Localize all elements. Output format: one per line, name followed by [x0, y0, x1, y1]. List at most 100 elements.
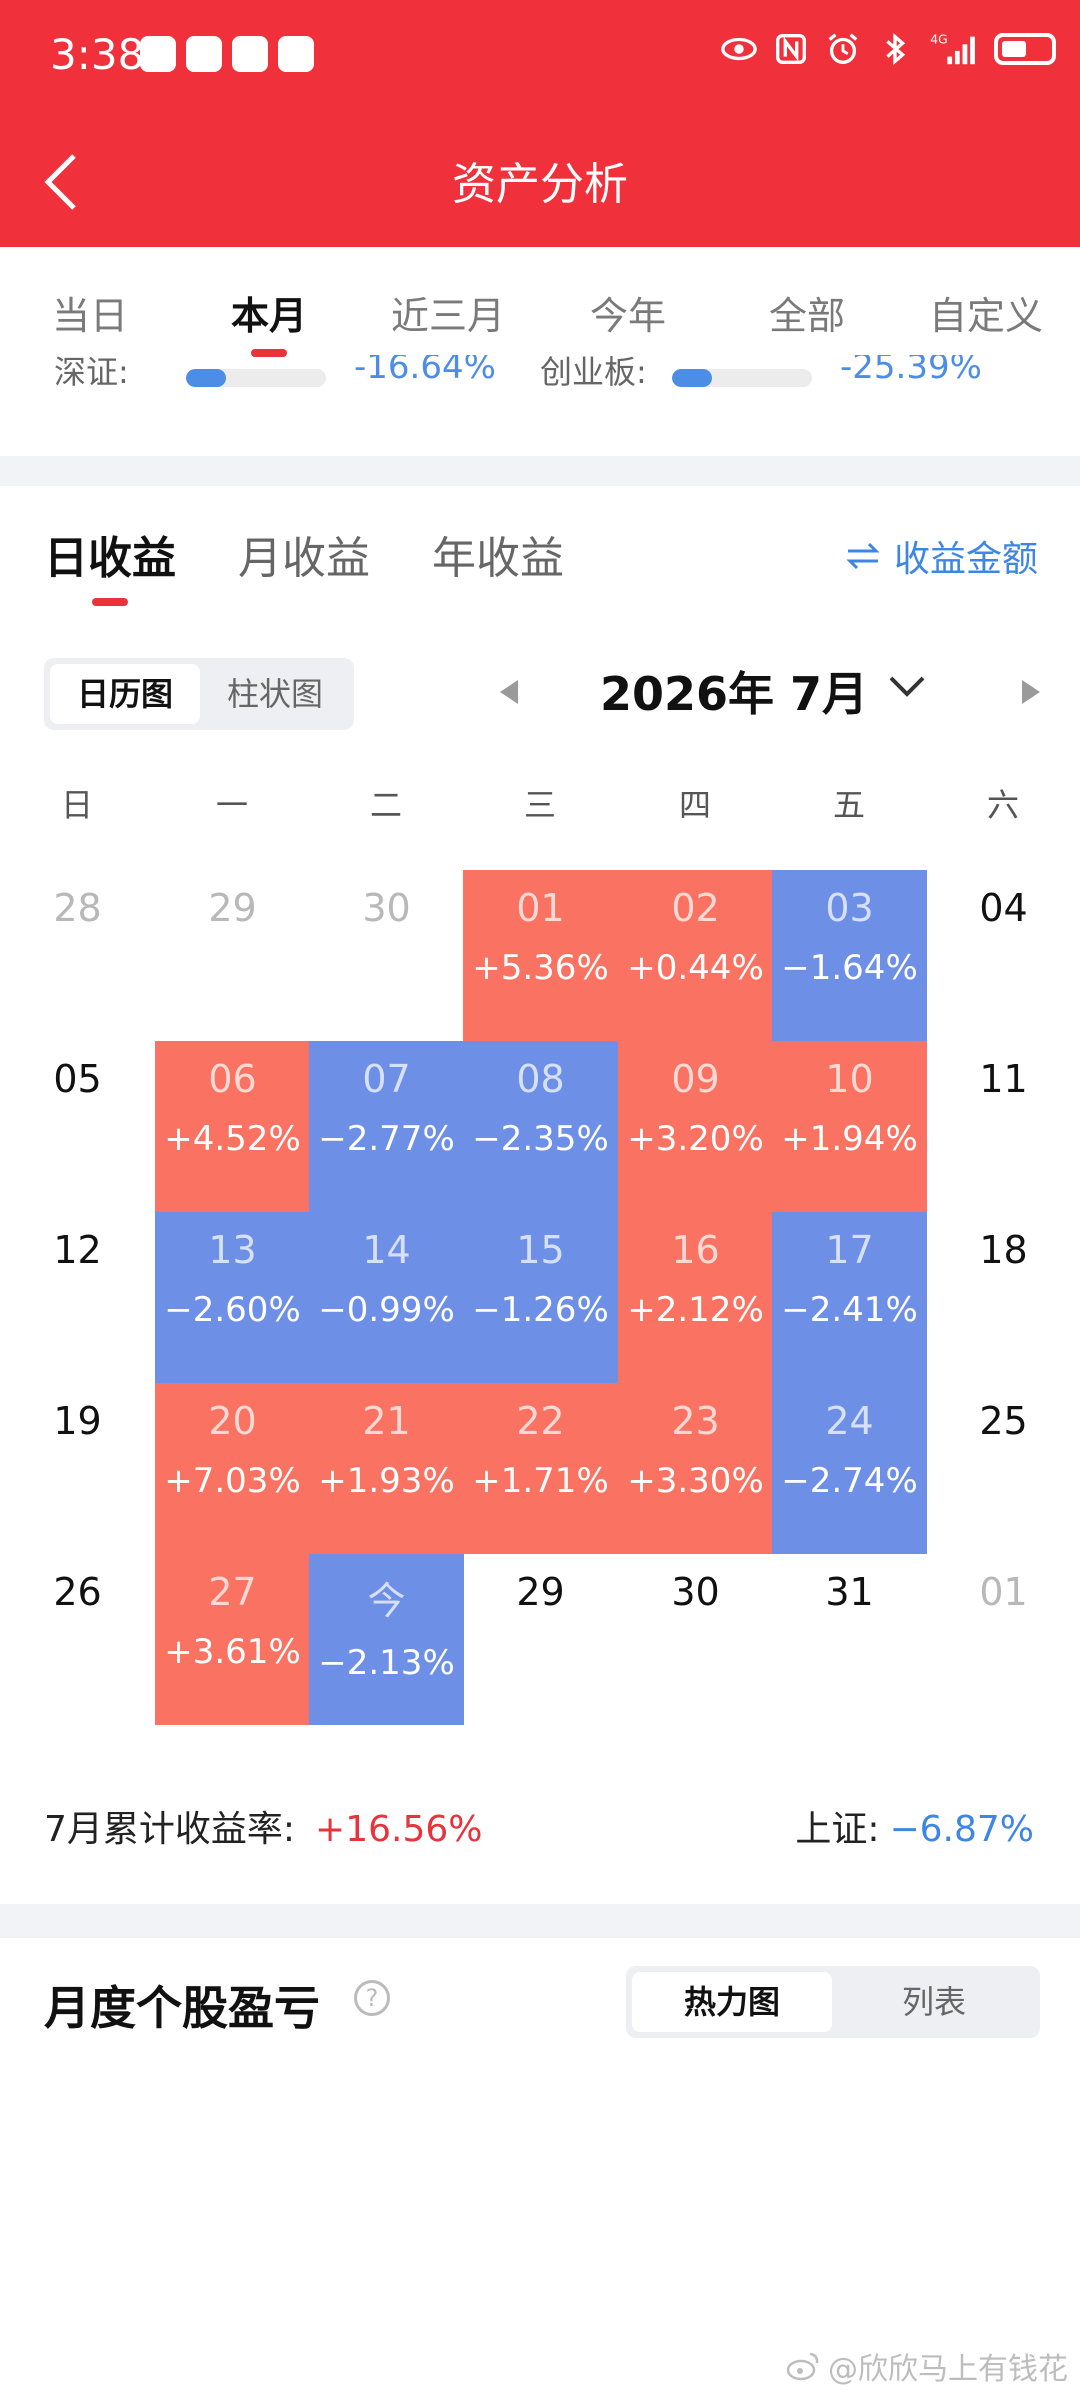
calendar-day-cell[interactable]: 01: [926, 1554, 1080, 1725]
calendar-day-cell[interactable]: 10 +1.94%: [772, 1041, 927, 1212]
day-number: 05: [53, 1057, 102, 1101]
wechat-icon: [278, 36, 314, 72]
calendar-day-cell[interactable]: 19: [0, 1383, 155, 1554]
stock-pl-toggle: 热力图 列表: [626, 1966, 1040, 2038]
benchmark-label-chinext: 创业板:: [540, 355, 647, 391]
day-return-pct: +2.12%: [627, 1290, 764, 1330]
calendar-day-cell[interactable]: 11: [926, 1041, 1080, 1212]
benchmark-bar-chinext: [672, 369, 812, 387]
weekday-label: 一: [215, 786, 248, 824]
day-number: 24: [825, 1399, 874, 1443]
calendar-day-cell[interactable]: 26: [0, 1554, 155, 1725]
calendar-day-cell[interactable]: 07 −2.77%: [309, 1041, 464, 1212]
calendar-day-cell[interactable]: 29: [463, 1554, 618, 1725]
tab-three-months[interactable]: 近三月: [390, 294, 505, 338]
toggle-calendar-view[interactable]: 日历图: [50, 664, 200, 724]
calendar-day-cell[interactable]: 04: [926, 870, 1080, 1041]
calendar-day-cell[interactable]: 30: [618, 1554, 773, 1725]
benchmark-value: −6.87%: [889, 1809, 1034, 1850]
toggle-list[interactable]: 列表: [901, 1983, 966, 2021]
tab-today[interactable]: 当日: [51, 294, 128, 338]
calendar-day-cell[interactable]: 12: [0, 1212, 155, 1383]
weekday-label: 四: [678, 786, 711, 824]
weekday-label: 日: [60, 786, 93, 824]
day-number: 16: [671, 1228, 720, 1272]
day-number: 29: [516, 1570, 565, 1614]
calendar-day-cell[interactable]: 02 +0.44%: [618, 870, 773, 1041]
battery-icon: [994, 33, 1056, 65]
calendar-day-cell[interactable]: 29: [155, 870, 310, 1041]
day-number: 12: [53, 1228, 102, 1272]
tab-this-year[interactable]: 今年: [589, 294, 666, 338]
month-label[interactable]: 2026年 7月: [600, 667, 869, 721]
calendar-day-cell[interactable]: 15 −1.26%: [463, 1212, 618, 1383]
day-number: 22: [516, 1399, 565, 1443]
bank-app-icon: [232, 36, 268, 72]
day-number: 21: [362, 1399, 411, 1443]
calendar-day-cell[interactable]: 13 −2.60%: [155, 1212, 310, 1383]
calendar-day-cell[interactable]: 30: [309, 870, 464, 1041]
bluetooth-icon: [886, 32, 906, 66]
section-divider: [0, 1904, 1080, 1938]
benchmark-value-shenzhen: -16.64%: [354, 355, 496, 387]
calendar-day-cell[interactable]: 09 +3.20%: [618, 1041, 773, 1212]
day-return-pct: +3.61%: [164, 1632, 301, 1672]
help-icon[interactable]: ?: [354, 1980, 390, 2016]
chevron-down-icon[interactable]: [885, 664, 929, 708]
calendar-day-cell[interactable]: 22 +1.71%: [463, 1383, 618, 1554]
day-number: 15: [516, 1228, 565, 1272]
page-title: 资产分析: [452, 159, 628, 210]
calendar-day-cell[interactable]: 18: [926, 1212, 1080, 1383]
day-number: 08: [516, 1057, 565, 1101]
day-number: 11: [979, 1057, 1028, 1101]
calendar-day-cell[interactable]: 25: [926, 1383, 1080, 1554]
tab-daily-income[interactable]: 日收益: [44, 533, 176, 584]
tab-custom[interactable]: 自定义: [928, 294, 1043, 338]
tab-monthly-income[interactable]: 月收益: [238, 533, 370, 584]
calendar-day-cell[interactable]: 14 −0.99%: [309, 1212, 464, 1383]
day-number: 03: [825, 886, 874, 930]
calendar-day-cell[interactable]: 16 +2.12%: [618, 1212, 773, 1383]
system-icons: 4G: [720, 30, 1056, 68]
toggle-heatmap[interactable]: 热力图: [632, 1972, 832, 2032]
toggle-bar-view[interactable]: 柱状图: [226, 675, 323, 713]
day-return-pct: −2.60%: [164, 1290, 301, 1330]
benchmark-label: 上证:: [795, 1809, 880, 1850]
calendar-day-cell[interactable]: 06 +4.52%: [155, 1041, 310, 1212]
calendar-day-cell[interactable]: 20 +7.03%: [155, 1383, 310, 1554]
day-number: 29: [208, 886, 257, 930]
day-return-pct: −2.41%: [781, 1290, 918, 1330]
calendar-day-cell[interactable]: 28: [0, 870, 155, 1041]
day-return-pct: +0.44%: [627, 948, 764, 988]
calendar-day-cell[interactable]: 21 +1.93%: [309, 1383, 464, 1554]
monthly-summary: 7月累计收益率: +16.56% 上证: −6.87%: [44, 1800, 1034, 1852]
day-number: 02: [671, 886, 720, 930]
calendar-day-cell[interactable]: 27 +3.61%: [155, 1554, 310, 1725]
prev-month-icon[interactable]: [500, 680, 518, 704]
switch-income-amount-button[interactable]: 收益金额: [846, 530, 1038, 582]
calendar-grid: 28 29 30 01 +5.36% 02 +0.44% 03 −1.64% 04 05 06 +4.5…: [0, 870, 1080, 1726]
day-number: 23: [671, 1399, 720, 1443]
tab-all[interactable]: 全部: [768, 294, 845, 338]
calendar-day-cell[interactable]: 31: [772, 1554, 927, 1725]
day-return-pct: +1.71%: [472, 1461, 609, 1501]
calendar-day-cell[interactable]: 23 +3.30%: [618, 1383, 773, 1554]
calendar-day-cell[interactable]: 01 +5.36%: [463, 870, 618, 1041]
notification-icons: [140, 36, 314, 72]
calendar-day-cell[interactable]: 17 −2.41%: [772, 1212, 927, 1383]
next-month-icon[interactable]: [1022, 680, 1040, 704]
day-number: 25: [979, 1399, 1028, 1443]
benchmark-summary: 上证: −6.87%: [795, 1800, 1034, 1852]
period-tabs: 当日 本月 近三月 今年 全部 自定义: [0, 247, 1080, 371]
calendar-day-cell[interactable]: 08 −2.35%: [463, 1041, 618, 1212]
calendar-day-cell[interactable]: 24 −2.74%: [772, 1383, 927, 1554]
calendar-day-cell[interactable]: 今 −2.13%: [309, 1554, 464, 1725]
tab-yearly-income[interactable]: 年收益: [432, 533, 564, 584]
back-arrow-icon[interactable]: [40, 150, 84, 214]
calendar-day-cell[interactable]: 05: [0, 1041, 155, 1212]
day-number: 20: [208, 1399, 257, 1443]
tab-this-month[interactable]: 本月: [230, 294, 307, 338]
calendar-day-cell[interactable]: 03 −1.64%: [772, 870, 927, 1041]
day-number: 27: [208, 1570, 257, 1614]
weekday-label: 五: [832, 786, 865, 824]
